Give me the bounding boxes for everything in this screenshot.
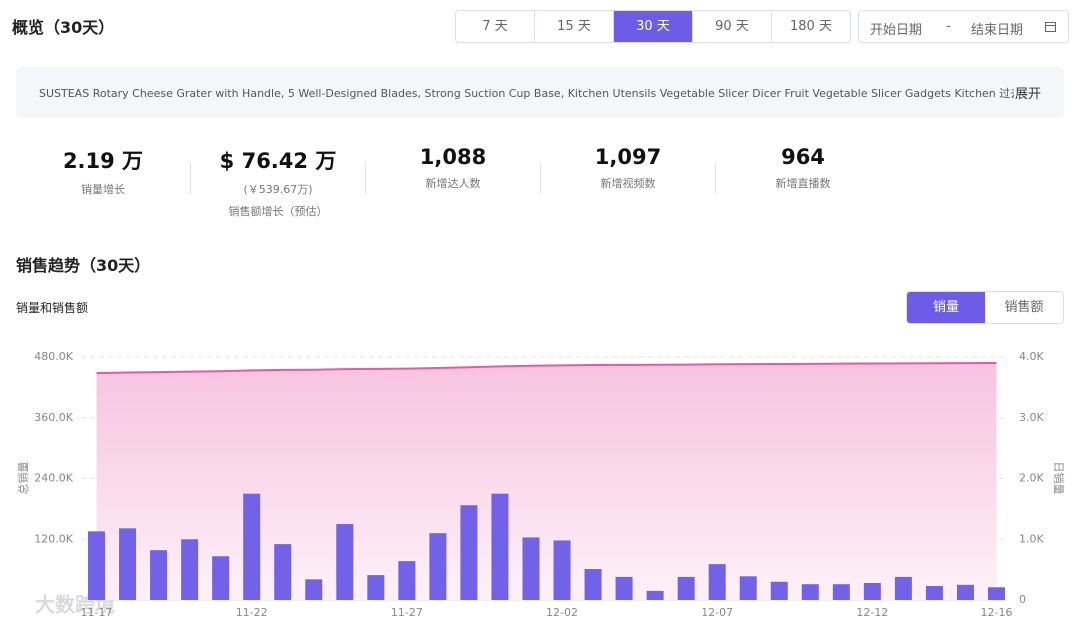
bar: [429, 533, 447, 600]
stat-value: 964: [781, 145, 825, 169]
y-tick-label: 480.0K: [34, 350, 73, 363]
stat-label: 新增达人数: [425, 177, 481, 190]
bar: [398, 561, 416, 600]
bar: [739, 576, 757, 600]
bar: [770, 581, 788, 600]
bar: [181, 539, 199, 600]
bar: [88, 531, 106, 600]
bar: [367, 575, 385, 600]
bar: [305, 579, 323, 600]
y-axis-title: 总销量: [16, 462, 30, 495]
y2-tick-label: 1.0K: [1019, 532, 1044, 545]
x-tick-label: 12-02: [546, 606, 578, 619]
bar: [274, 544, 292, 600]
period-tab[interactable]: 15 天: [535, 11, 614, 42]
period-tab[interactable]: 7 天: [456, 11, 535, 42]
metric-toggle: 销量 销售额: [906, 291, 1064, 324]
stat: 2.19 万销量增长: [16, 145, 190, 197]
period-tab[interactable]: 180 天: [790, 19, 832, 34]
bar: [119, 528, 137, 600]
divider: [540, 162, 541, 194]
calendar-icon: [1045, 22, 1056, 32]
bar: [522, 537, 540, 600]
stat-label: 新增视频数: [600, 177, 656, 190]
line: [96, 361, 997, 375]
bar: [925, 586, 943, 600]
stat-value: 2.19 万: [62, 149, 144, 173]
expand-button[interactable]: 展开: [1015, 87, 1042, 102]
x-tick-label: 12-16: [980, 606, 1012, 619]
x-tick-label: 12-12: [856, 606, 888, 619]
stat-value: 1,097: [594, 145, 662, 169]
bar: [336, 524, 354, 600]
x-tick-label: 11-27: [391, 606, 423, 619]
product-text: SUSTEAS Rotary Cheese Grater with Handle…: [39, 87, 1014, 100]
y-tick-label: 120.0K: [34, 532, 73, 545]
stat-value: 1,088: [419, 145, 487, 169]
y2-axis-title: 日销量: [1052, 462, 1066, 495]
product-bar: SUSTEAS Rotary Cheese Grater with Handle…: [16, 67, 1064, 118]
bar: [894, 576, 912, 600]
bar: [460, 505, 478, 600]
stat: 1,097 新增视频数: [541, 145, 715, 191]
divider: [190, 162, 191, 194]
bar: [677, 576, 695, 600]
section-title: 销售趋势（30天）: [16, 256, 151, 275]
bar: [863, 582, 881, 600]
stat-label: 销售额增长（预估）: [228, 205, 328, 218]
bar: [584, 569, 602, 600]
bar: [150, 550, 168, 600]
period-tab[interactable]: 90 天: [693, 11, 772, 42]
period-tab[interactable]: 30 天: [614, 11, 693, 42]
stat-value: $ 76.42 万: [219, 149, 337, 173]
x-tick-label: 12-07: [701, 606, 733, 619]
stat: 1,088 新增达人数: [366, 145, 540, 191]
bar: [212, 556, 230, 600]
stat-sub: (￥539.67万): [243, 183, 313, 196]
date-range[interactable]: 开始日期 - 结束日期: [858, 10, 1069, 43]
y2-tick-label: 3.0K: [1019, 411, 1044, 424]
bar: [243, 493, 261, 600]
area: [96, 362, 997, 600]
y-tick-label: 240.0K: [34, 472, 73, 485]
bar: [956, 584, 974, 600]
title: 概览（30天）: [12, 18, 115, 37]
y2-tick-label: 0: [1019, 593, 1026, 606]
start-date[interactable]: 开始日期: [870, 23, 923, 38]
bar: [708, 564, 726, 600]
bar: [553, 540, 571, 600]
date-separator: -: [946, 19, 951, 34]
stat: 964 新增直播数: [716, 145, 890, 191]
y2-tick-label: 4.0K: [1019, 350, 1044, 363]
metric-tab[interactable]: 销量: [907, 292, 985, 323]
bar: [646, 590, 664, 600]
x-tick-label: 11-22: [236, 606, 268, 619]
bar: [615, 576, 633, 600]
end-date[interactable]: 结束日期: [971, 23, 1024, 38]
y-tick-label: 360.0K: [34, 411, 73, 424]
stat-label: 销量增长: [81, 183, 125, 196]
divider: [715, 162, 716, 194]
bar: [801, 584, 819, 600]
x-tick-label: 11-17: [81, 606, 113, 619]
stat: $ 76.42 万 (￥539.67万) 销售额增长（预估）: [191, 145, 365, 219]
period-tabs: 7 天 15 天 30 天 90 天 180 天: [455, 10, 851, 43]
divider: [365, 162, 366, 194]
bar: [987, 587, 1005, 600]
chart-subtitle: 销量和销售额: [16, 301, 89, 315]
bar: [832, 584, 850, 600]
metric-tab[interactable]: 销售额: [1004, 300, 1044, 315]
stat-label: 新增直播数: [775, 177, 831, 190]
bar: [491, 493, 509, 600]
y2-tick-label: 2.0K: [1019, 472, 1044, 485]
